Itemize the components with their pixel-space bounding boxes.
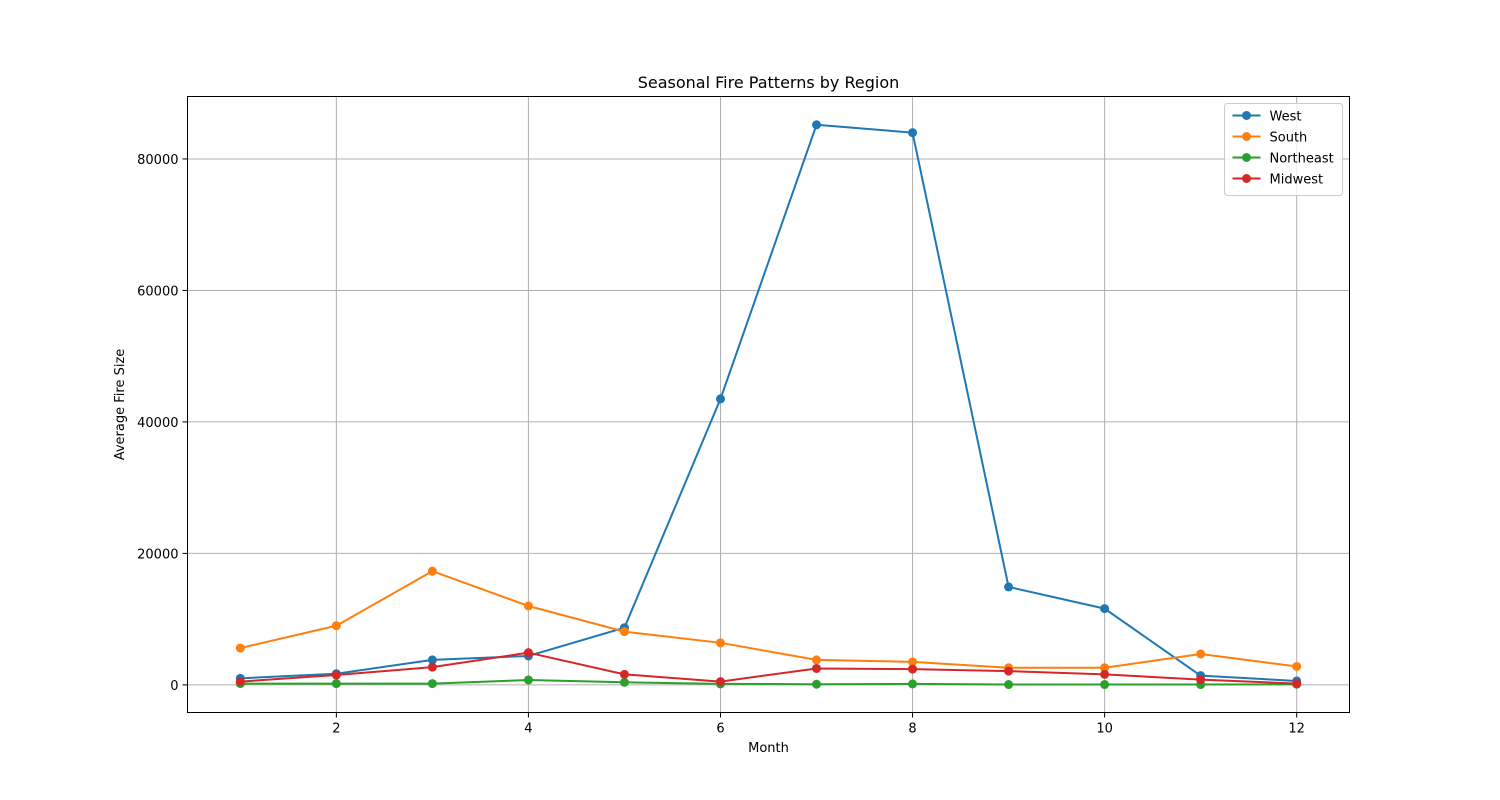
- data-point-west: [427, 655, 437, 665]
- x-tick-label: 2: [332, 722, 340, 737]
- series-midwest: [235, 648, 1302, 689]
- y-tick-label: 60000: [137, 284, 178, 299]
- data-point-midwest: [523, 648, 533, 658]
- data-point-midwest: [619, 669, 629, 679]
- data-point-south: [523, 601, 533, 611]
- data-point-west: [1004, 582, 1014, 592]
- y-tick-label: 80000: [137, 153, 178, 168]
- legend: West South Northeast Midwest: [1224, 103, 1343, 196]
- data-point-west: [715, 394, 725, 404]
- data-point-midwest: [812, 663, 822, 673]
- data-point-northeast: [427, 679, 437, 689]
- series-line-south: [240, 570, 1297, 669]
- data-point-northeast: [812, 679, 822, 689]
- data-point-midwest: [427, 662, 437, 672]
- data-point-midwest: [235, 677, 245, 687]
- legend-label: West: [1270, 110, 1302, 125]
- series-line-west: [240, 123, 1297, 682]
- data-point-south: [812, 655, 822, 665]
- plot-frame: [187, 96, 1350, 713]
- axis-ticks: 2 4 6 8 10 12 0 20000 40000 60000 80000: [137, 153, 1305, 737]
- x-tick-label: 6: [716, 722, 724, 737]
- data-point-northeast: [619, 677, 629, 687]
- data-point-midwest: [1100, 669, 1110, 679]
- data-point-midwest: [1004, 666, 1014, 676]
- series-line-midwest: [240, 651, 1297, 685]
- legend-item: West: [1232, 110, 1302, 125]
- series-northeast: [235, 675, 1302, 690]
- series-west: [235, 120, 1302, 686]
- series-line-northeast: [240, 678, 1297, 686]
- data-point-south: [427, 566, 437, 576]
- data-point-south: [1196, 649, 1206, 659]
- data-point-midwest: [1196, 675, 1206, 685]
- data-point-midwest: [1292, 679, 1302, 689]
- y-axis-label: Average Fire Size: [113, 349, 128, 461]
- x-tick-label: 10: [1096, 722, 1113, 737]
- series-lines: [235, 120, 1302, 690]
- data-point-south: [235, 643, 245, 653]
- legend-label: Northeast: [1270, 152, 1334, 167]
- x-tick-label: 12: [1288, 722, 1305, 737]
- series-south: [235, 566, 1302, 673]
- data-point-west: [908, 128, 918, 138]
- data-point-midwest: [908, 664, 918, 674]
- data-point-south: [1292, 661, 1302, 671]
- grid: [187, 96, 1350, 713]
- x-tick-label: 8: [908, 722, 916, 737]
- data-point-south: [619, 627, 629, 637]
- data-point-south: [908, 657, 918, 667]
- legend-label: Midwest: [1270, 173, 1324, 188]
- data-point-northeast: [1004, 680, 1014, 690]
- legend-item: Northeast: [1232, 152, 1334, 167]
- data-point-south: [715, 638, 725, 648]
- legend-item: South: [1232, 131, 1308, 146]
- chart-title: Seasonal Fire Patterns by Region: [638, 73, 900, 92]
- legend-item: Midwest: [1232, 173, 1324, 188]
- data-point-northeast: [1100, 680, 1110, 690]
- legend-box: [1224, 103, 1343, 196]
- data-point-northeast: [523, 675, 533, 685]
- legend-label: South: [1270, 131, 1308, 146]
- x-tick-label: 4: [524, 722, 532, 737]
- data-point-south: [331, 621, 341, 631]
- data-point-south: [1100, 663, 1110, 673]
- data-point-northeast: [331, 679, 341, 689]
- data-point-northeast: [908, 679, 918, 689]
- legend-marker: [1242, 174, 1251, 183]
- data-point-west: [1100, 604, 1110, 614]
- legend-marker: [1242, 153, 1251, 162]
- legend-marker: [1242, 132, 1251, 141]
- data-point-west: [812, 120, 822, 130]
- data-point-midwest: [331, 670, 341, 680]
- legend-marker: [1242, 111, 1251, 120]
- data-point-midwest: [715, 677, 725, 687]
- y-tick-label: 20000: [137, 547, 178, 562]
- y-tick-label: 0: [170, 679, 178, 694]
- y-tick-label: 40000: [137, 416, 178, 431]
- x-axis-label: Month: [748, 741, 789, 756]
